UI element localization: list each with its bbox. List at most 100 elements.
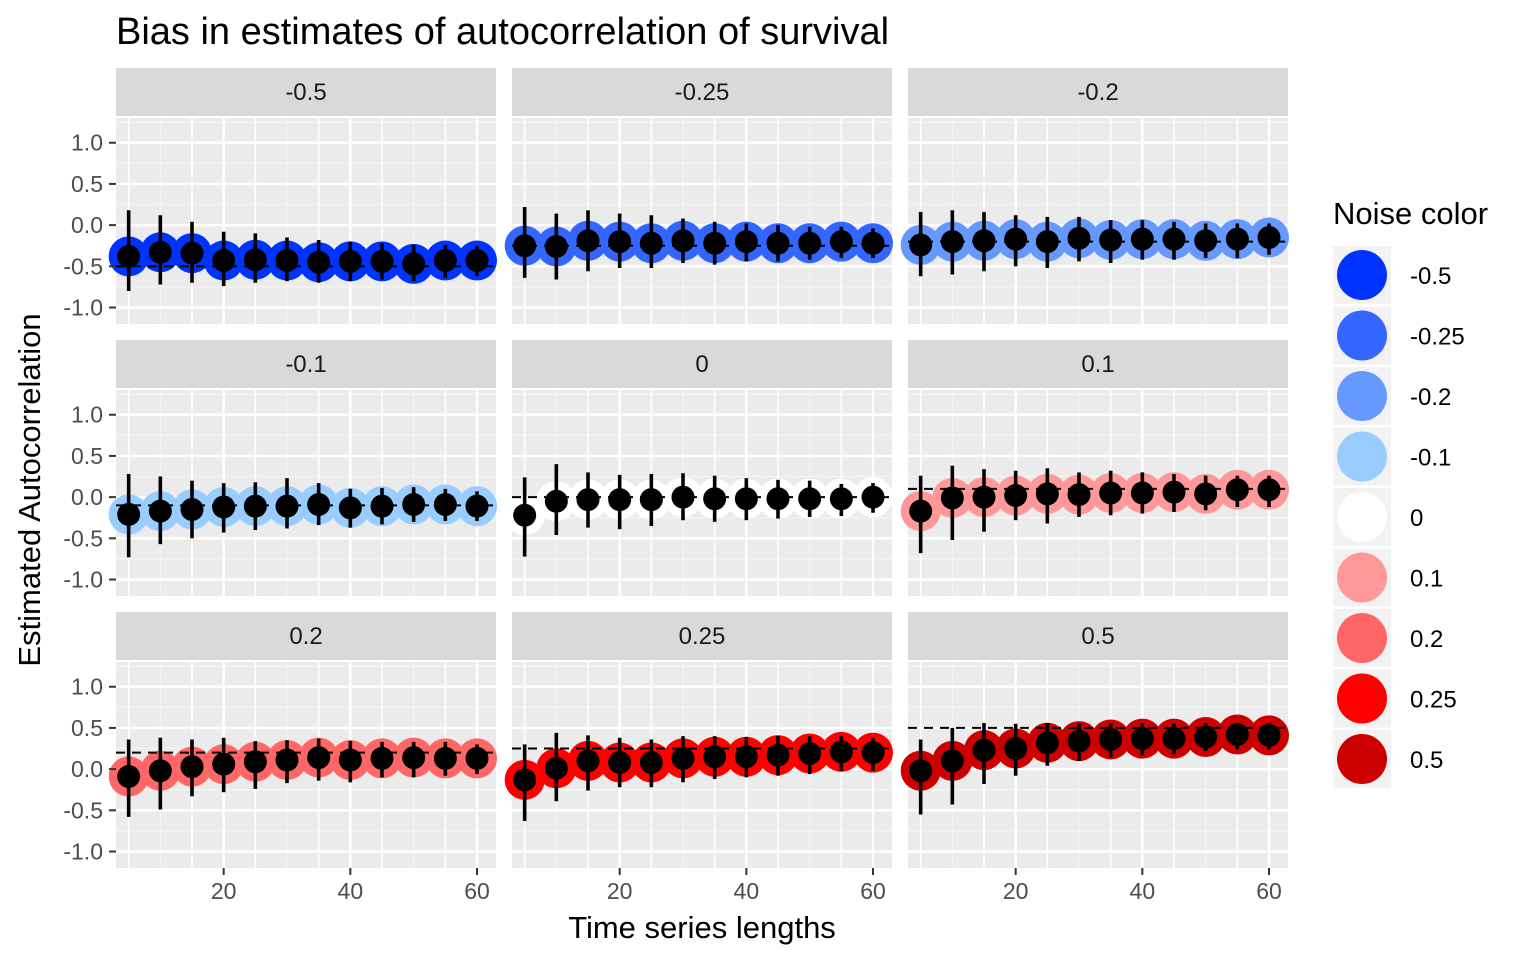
estimate-point [1035, 230, 1059, 254]
facet-strip [116, 68, 496, 116]
estimate-point [861, 485, 885, 509]
facet-panel: 0 [504, 340, 893, 596]
estimate-point [576, 229, 600, 253]
estimate-point [307, 746, 331, 770]
estimate-point [766, 743, 790, 767]
x-tick-label: 20 [1003, 878, 1029, 904]
estimate-point [940, 486, 964, 510]
estimate-point [433, 746, 457, 770]
facet-panel: 0.5 [900, 612, 1289, 868]
legend-label: -0.2 [1410, 384, 1451, 411]
estimate-point [117, 765, 141, 789]
estimate-point [148, 240, 172, 264]
estimate-point [117, 244, 141, 268]
legend-key [1337, 552, 1387, 603]
estimate-point [1004, 483, 1028, 507]
estimate-point [1035, 482, 1059, 506]
estimate-point [544, 235, 568, 259]
estimate-point [1257, 478, 1281, 502]
y-tick-label: 0.5 [71, 715, 103, 741]
estimate-point [1162, 727, 1186, 751]
estimate-point [1067, 226, 1091, 250]
estimate-point [243, 494, 267, 518]
y-axis-title: Estimated Autocorrelation [12, 313, 47, 666]
estimate-point [1162, 227, 1186, 251]
estimate-point [734, 487, 758, 511]
legend-key [1337, 371, 1387, 421]
estimate-point [180, 755, 204, 779]
y-tick-label: -1.0 [63, 839, 103, 865]
estimate-point [798, 741, 822, 765]
estimate-point [861, 231, 885, 255]
y-axis-ticks: 1.0 0.5 0.0 -0.5 -1.0 1.0 0.5 0.0 -0.5 -1.0 1.0 0.5… [63, 130, 116, 865]
x-axis-ticks: 20 40 60 20 40 60 20 40 60 [211, 868, 1282, 904]
estimate-point [148, 499, 172, 523]
estimate-point [1004, 737, 1028, 761]
estimate-point [1130, 727, 1154, 751]
facet-strip-label: 0.25 [679, 623, 726, 650]
facet-panel: -0.25 [504, 68, 893, 324]
facet-panels: -0.5 -0.25 -0.2 -0.1 0 0.1 0.2 0.25 0.5 [108, 68, 1289, 868]
estimate-point [608, 488, 632, 512]
facet-strip [512, 340, 892, 388]
estimate-point [1257, 225, 1281, 249]
x-tick-label: 40 [1130, 878, 1156, 904]
estimate-point [338, 496, 362, 520]
estimate-point [180, 241, 204, 265]
estimate-point [1004, 227, 1028, 251]
estimate-point [1194, 725, 1218, 749]
estimate-point [465, 494, 489, 518]
estimate-point [909, 233, 933, 257]
legend-title: Noise color [1333, 196, 1488, 231]
estimate-point [275, 748, 299, 772]
y-tick-label: -1.0 [63, 295, 103, 321]
estimate-point [1162, 480, 1186, 504]
estimate-point [1099, 727, 1123, 751]
estimate-point [671, 746, 695, 770]
estimate-point [829, 230, 853, 254]
facet-strip [908, 68, 1288, 116]
estimate-point [576, 749, 600, 773]
estimate-point [212, 752, 236, 776]
estimate-point [243, 750, 267, 774]
estimate-point [703, 745, 727, 769]
estimate-point [433, 493, 457, 517]
estimate-point [671, 229, 695, 253]
estimate-point [1257, 723, 1281, 747]
estimate-point [275, 249, 299, 273]
estimate-point [1099, 228, 1123, 252]
estimate-point [402, 493, 426, 517]
estimate-point [1099, 481, 1123, 505]
legend-label: -0.1 [1410, 445, 1451, 472]
facet-strip-label: 0 [695, 351, 708, 378]
facet-strip-label: 0.2 [289, 623, 322, 650]
estimate-point [972, 229, 996, 253]
facet-panel: -0.5 [108, 68, 497, 324]
estimate-point [402, 746, 426, 770]
estimate-point [576, 488, 600, 512]
facet-strip-label: -0.1 [285, 351, 326, 378]
estimate-point [940, 749, 964, 773]
facet-strip [512, 68, 892, 116]
facet-panel: -0.2 [900, 68, 1289, 324]
estimate-point [212, 495, 236, 519]
legend-keys: -0.5 -0.25 -0.2 -0.1 0 0.1 0.2 0.25 0.5 [1333, 246, 1465, 788]
legend-key [1337, 310, 1387, 361]
y-tick-label: -1.0 [63, 567, 103, 593]
estimate-point [703, 231, 727, 255]
facet-panel: 0.1 [900, 340, 1289, 596]
estimate-point [1130, 481, 1154, 505]
legend: Noise color -0.5 -0.25 -0.2 -0.1 0 0.1 0.2 0.25… [1333, 196, 1488, 788]
y-tick-label: 1.0 [71, 130, 103, 156]
estimate-point [370, 746, 394, 770]
estimate-point [608, 751, 632, 775]
estimate-point [338, 249, 362, 273]
x-tick-label: 40 [338, 878, 364, 904]
panel-background [116, 118, 496, 324]
x-tick-label: 60 [860, 878, 886, 904]
facet-panel: 0.25 [504, 612, 893, 868]
estimate-point [513, 503, 537, 527]
legend-key [1337, 250, 1387, 300]
panel-background [908, 118, 1288, 324]
